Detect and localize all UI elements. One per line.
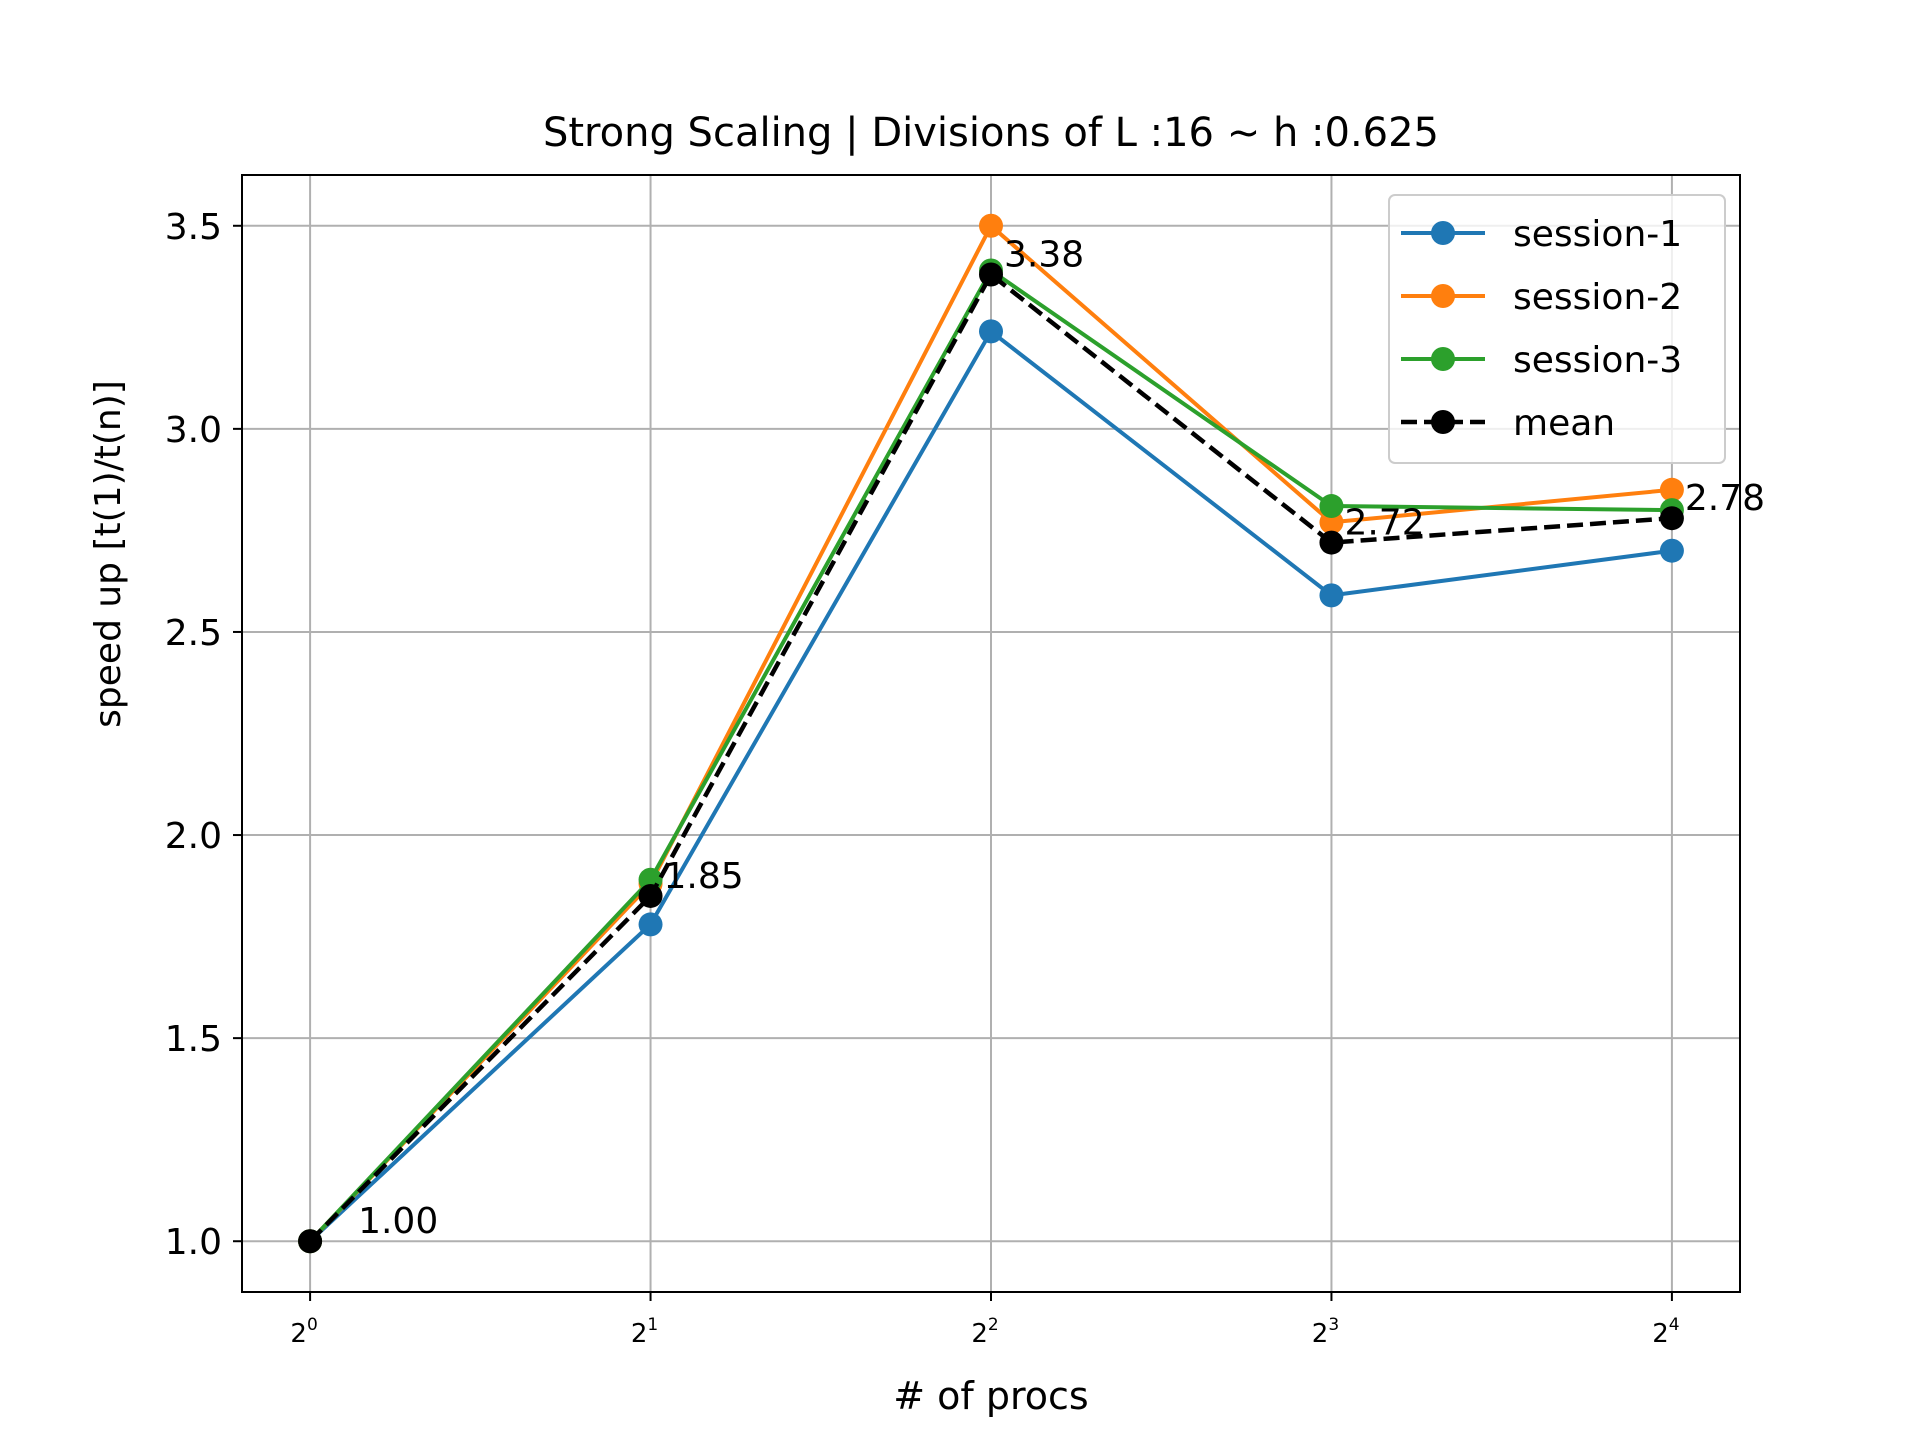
series-line [308,272,1673,1243]
x-tick-label: 22 [971,1315,998,1349]
legend-item: session-3 [1401,340,1682,381]
data-point [979,213,1003,238]
data-label: 3.38 [1004,235,1084,276]
data-point [1319,583,1344,608]
x-tick-exponent: 4 [1669,1315,1680,1335]
y-axis-label: speed up [t(1)/t(n)] [88,380,129,728]
data-label: 2.78 [1685,478,1765,519]
x-tick-label: 21 [631,1315,658,1349]
legend: session-1 session-2 session-3 mean [1388,194,1726,464]
data-point [298,1229,323,1254]
data-point [638,883,663,908]
legend-label: session-3 [1513,340,1682,381]
series-layer [298,213,1684,1254]
legend-marker [1431,410,1455,434]
x-tick-exponent: 2 [988,1315,999,1335]
legend-label: session-2 [1513,277,1682,318]
data-point [1659,506,1684,531]
y-tick-label: 1.5 [165,1019,222,1060]
y-tick-label: 3.0 [165,410,222,451]
data-label: 2.72 [1344,503,1424,544]
x-tick-exponent: 3 [1328,1315,1339,1335]
legend-marker [1431,347,1455,371]
data-label: 1.00 [358,1201,438,1242]
y-axis-ticks: 1.0 1.5 2.0 2.5 3.0 3.5 [165,207,242,1263]
data-point [1319,494,1344,519]
data-point [1319,530,1344,555]
x-axis-ticks: 20 21 22 23 24 [290,1292,1680,1349]
legend-marker [1431,221,1455,245]
data-label: 1.85 [664,856,744,897]
data-point [1659,538,1684,563]
x-axis-label: # of procs [893,1374,1088,1418]
x-tick-label: 24 [1652,1315,1679,1349]
y-tick-label: 1.0 [165,1222,222,1263]
data-point [1659,477,1684,502]
legend-item: mean [1401,403,1615,444]
chart-title: Strong Scaling | Divisions of L :16 ~ h … [543,110,1439,156]
legend-label: mean [1513,403,1615,444]
legend-item: session-1 [1401,214,1682,255]
legend-label: session-1 [1513,214,1682,255]
y-tick-label: 3.5 [165,207,222,248]
annotations: 1.00 1.85 3.38 2.72 2.78 [358,235,1765,1243]
y-tick-label: 2.0 [165,816,222,857]
x-tick-exponent: 0 [307,1315,318,1335]
legend-marker [1431,284,1455,308]
data-point [638,912,663,937]
data-point [979,262,1003,287]
legend-item: session-2 [1401,277,1682,318]
data-point [979,319,1003,344]
legend-box [1388,194,1726,464]
series-mean [298,262,1684,1254]
x-tick-label: 20 [290,1315,317,1349]
y-tick-label: 2.5 [165,613,222,654]
x-tick-exponent: 1 [647,1315,658,1335]
x-tick-label: 23 [1312,1315,1339,1349]
